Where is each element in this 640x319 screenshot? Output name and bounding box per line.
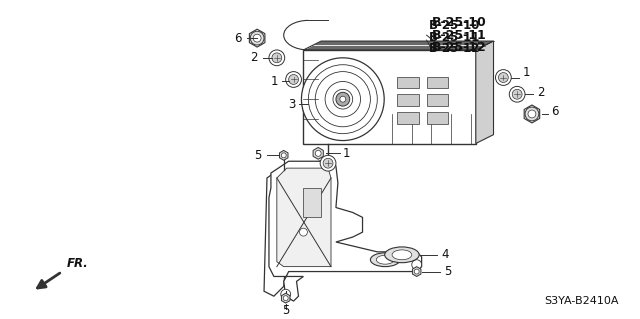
Bar [426, 77, 448, 88]
Ellipse shape [371, 253, 400, 267]
Polygon shape [313, 158, 333, 217]
Text: 2: 2 [250, 51, 258, 64]
Text: 4: 4 [442, 248, 449, 261]
Polygon shape [269, 161, 422, 301]
Polygon shape [412, 267, 421, 277]
Circle shape [414, 269, 419, 274]
Text: 2: 2 [537, 86, 545, 99]
Polygon shape [250, 29, 265, 47]
Circle shape [301, 58, 384, 141]
Text: B-25-10: B-25-10 [431, 16, 486, 29]
Circle shape [323, 158, 333, 168]
Text: B-25-11: B-25-11 [431, 29, 486, 42]
Bar [303, 188, 321, 217]
Text: 1: 1 [271, 75, 278, 88]
Text: 5: 5 [253, 149, 261, 162]
Polygon shape [280, 150, 288, 160]
Text: 6: 6 [234, 32, 241, 45]
Circle shape [528, 110, 536, 118]
Bar [397, 94, 419, 106]
Polygon shape [277, 168, 331, 267]
Circle shape [509, 86, 525, 102]
Circle shape [272, 53, 282, 63]
Circle shape [284, 296, 288, 300]
Circle shape [412, 260, 422, 270]
Polygon shape [476, 41, 493, 144]
Text: 3: 3 [288, 98, 295, 111]
Circle shape [250, 31, 264, 45]
Circle shape [253, 34, 261, 42]
Text: 1: 1 [343, 147, 350, 160]
Text: FR.: FR. [67, 256, 89, 270]
Circle shape [281, 289, 291, 299]
Polygon shape [303, 41, 493, 50]
Text: 6: 6 [550, 106, 558, 118]
Bar [397, 112, 419, 124]
Ellipse shape [376, 255, 394, 264]
Ellipse shape [392, 250, 412, 260]
Text: 1: 1 [523, 66, 531, 79]
Bar [426, 94, 448, 106]
Circle shape [495, 70, 511, 85]
Circle shape [285, 71, 301, 87]
FancyBboxPatch shape [303, 50, 476, 144]
Text: B-25-12: B-25-12 [431, 41, 486, 55]
Circle shape [499, 73, 508, 82]
Circle shape [269, 50, 285, 66]
Text: 5: 5 [282, 304, 289, 317]
Circle shape [300, 228, 307, 236]
Text: B-25-11: B-25-11 [429, 31, 480, 44]
Circle shape [289, 75, 298, 85]
Circle shape [320, 155, 336, 171]
Circle shape [281, 153, 286, 158]
Circle shape [336, 92, 349, 106]
Circle shape [525, 107, 539, 121]
Text: S3YA-B2410A: S3YA-B2410A [545, 296, 620, 306]
Polygon shape [313, 147, 323, 159]
Circle shape [512, 89, 522, 99]
Text: B-25-12: B-25-12 [429, 42, 480, 56]
Polygon shape [264, 163, 294, 296]
Bar [397, 77, 419, 88]
Circle shape [340, 96, 346, 102]
Circle shape [316, 150, 321, 156]
Ellipse shape [385, 247, 419, 263]
Polygon shape [524, 105, 540, 123]
Bar [426, 112, 448, 124]
Text: 5: 5 [444, 265, 452, 278]
Text: B-25-10: B-25-10 [429, 19, 480, 32]
Polygon shape [282, 293, 290, 303]
